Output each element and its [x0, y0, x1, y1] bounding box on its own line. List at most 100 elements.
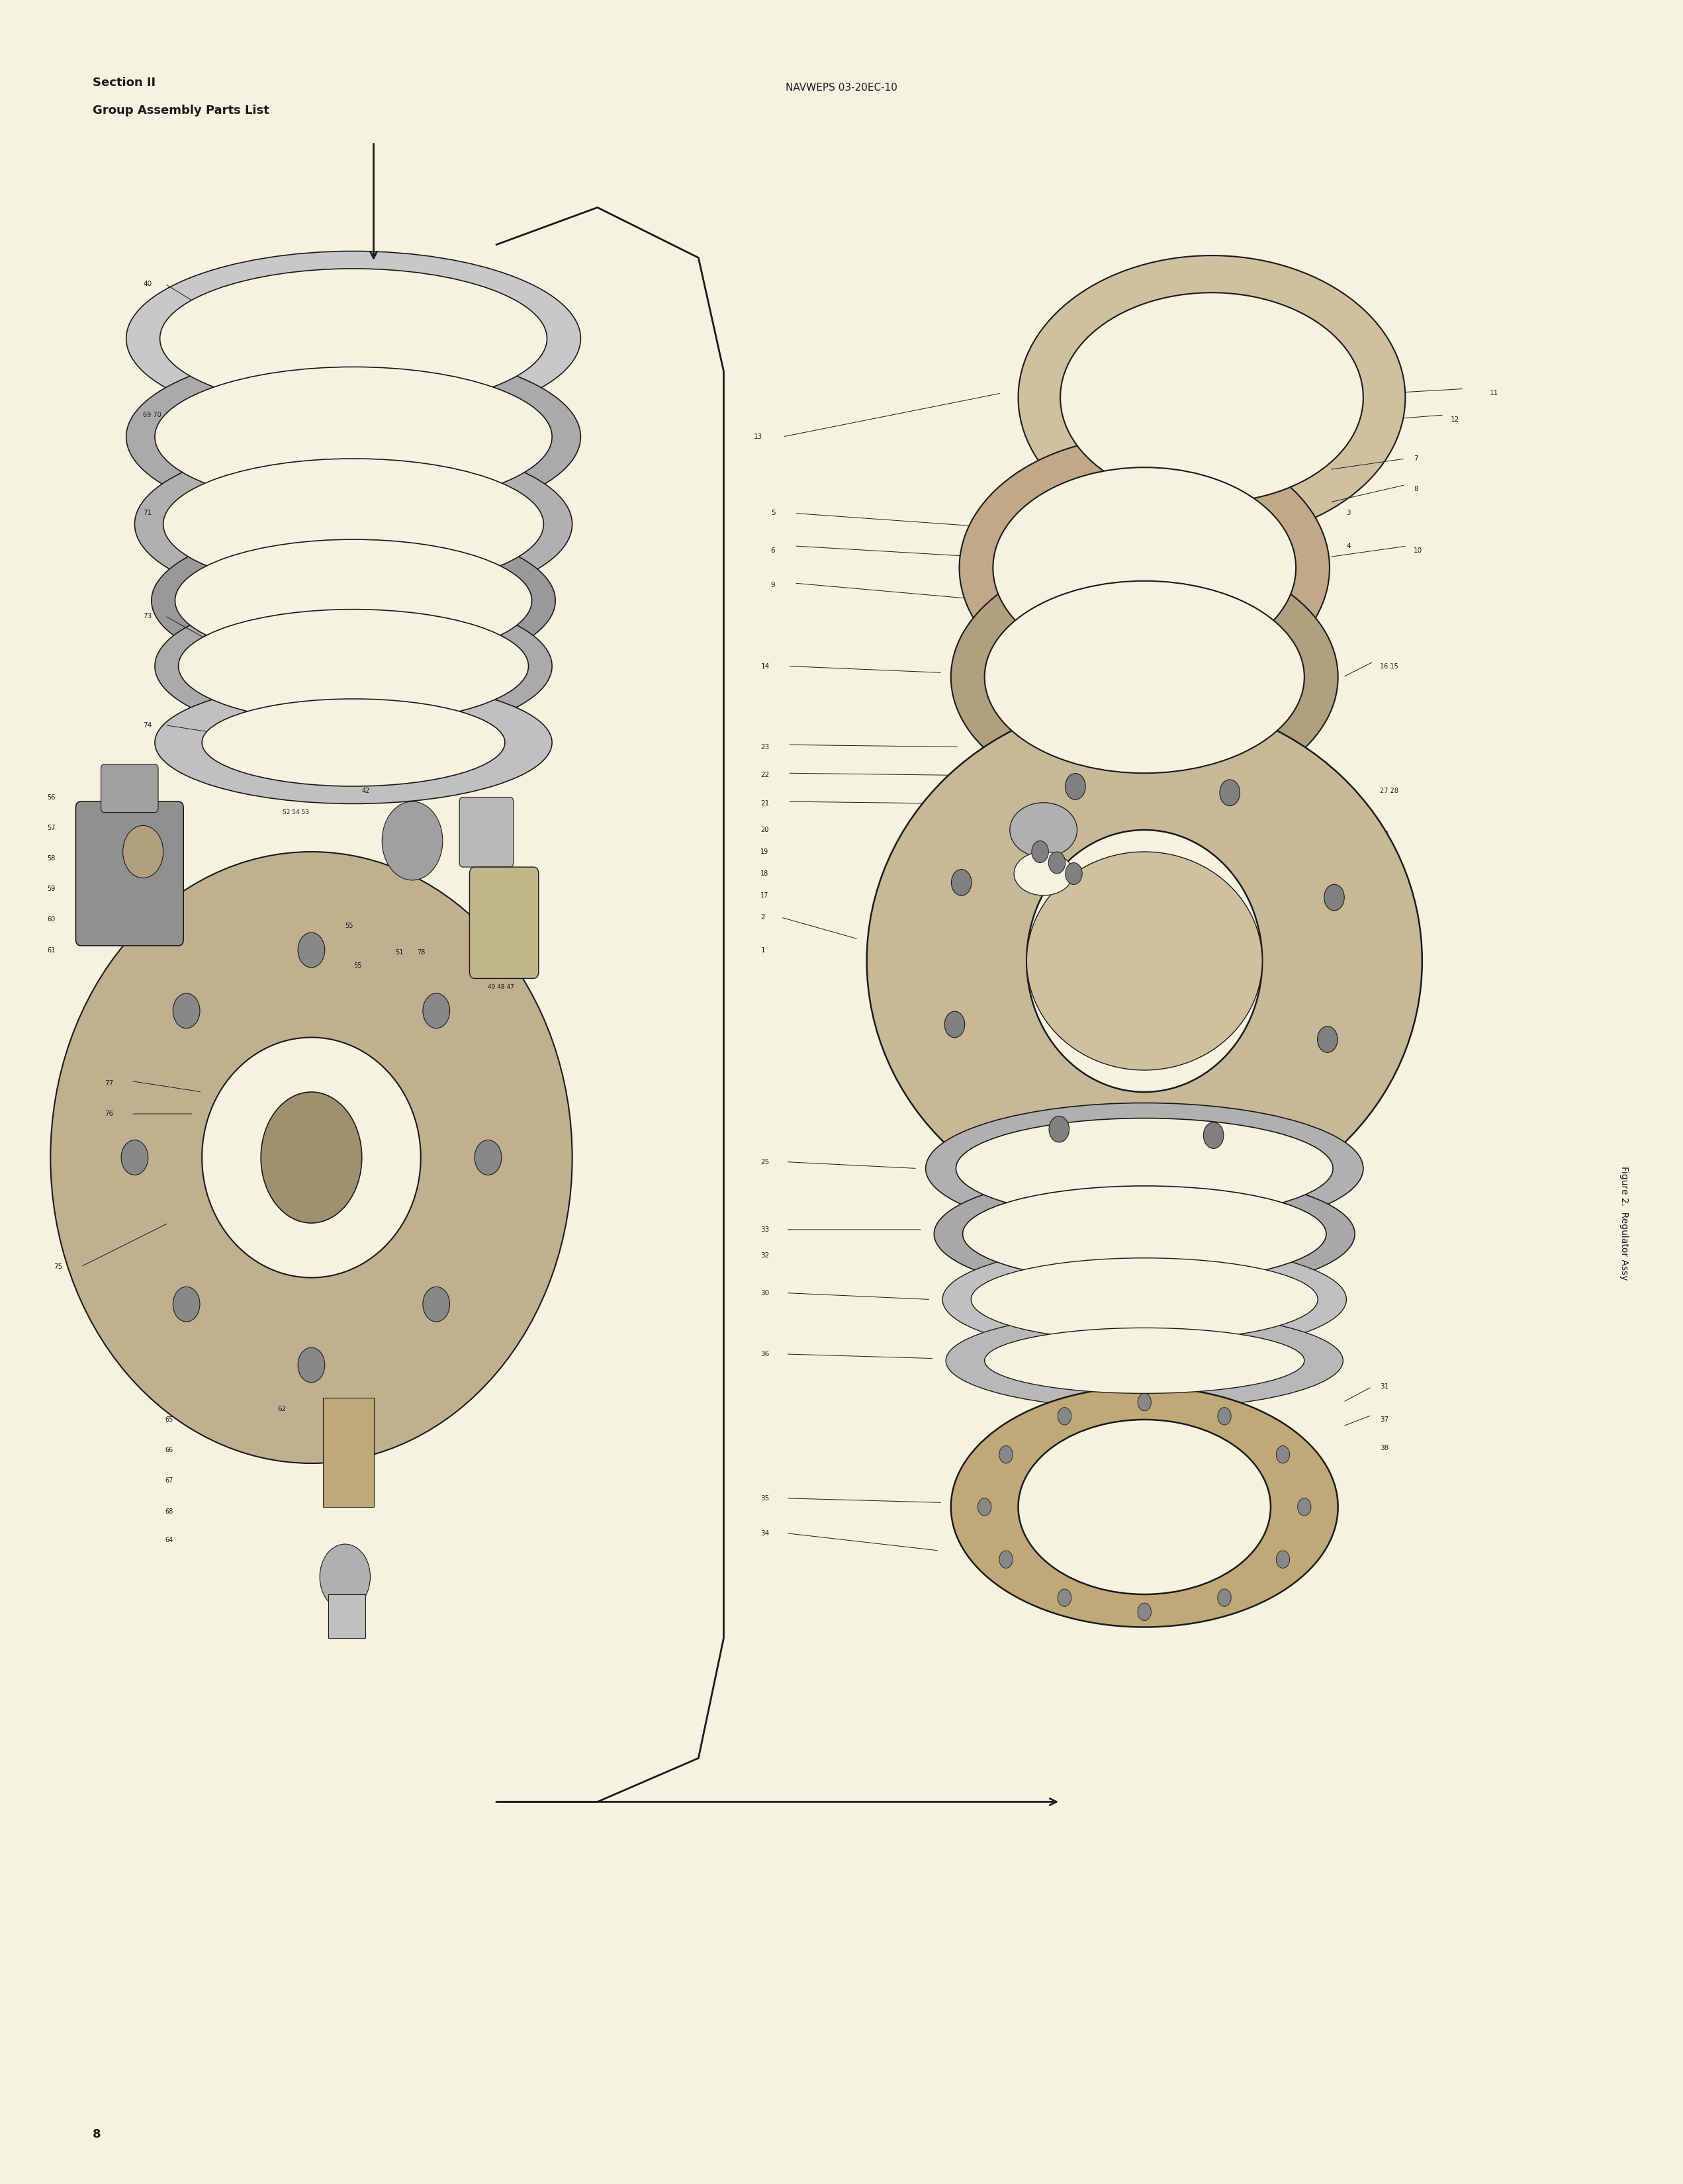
Text: 22: 22 — [761, 771, 769, 780]
Ellipse shape — [867, 699, 1422, 1223]
Ellipse shape — [155, 681, 552, 804]
Ellipse shape — [971, 1258, 1318, 1341]
Ellipse shape — [946, 1313, 1343, 1409]
Text: 19: 19 — [761, 847, 769, 856]
Ellipse shape — [942, 1245, 1346, 1354]
Text: 42: 42 — [362, 786, 370, 795]
Text: 49 48 47: 49 48 47 — [488, 985, 515, 989]
Text: 29: 29 — [513, 363, 522, 371]
Circle shape — [1049, 852, 1065, 874]
Text: 31: 31 — [1380, 1382, 1388, 1391]
Circle shape — [298, 933, 325, 968]
Ellipse shape — [985, 1328, 1304, 1393]
Circle shape — [1059, 1406, 1072, 1424]
Text: 39: 39 — [513, 459, 522, 467]
Text: 68: 68 — [165, 1507, 173, 1516]
Circle shape — [951, 869, 971, 895]
Text: 20: 20 — [761, 826, 769, 834]
Circle shape — [173, 994, 200, 1029]
Text: 61: 61 — [47, 946, 56, 954]
Circle shape — [1318, 1026, 1338, 1053]
Ellipse shape — [163, 459, 544, 590]
FancyBboxPatch shape — [76, 802, 183, 946]
Text: 57: 57 — [47, 823, 56, 832]
Circle shape — [978, 1498, 991, 1516]
FancyBboxPatch shape — [470, 867, 539, 978]
Text: 33: 33 — [761, 1225, 769, 1234]
Circle shape — [1065, 863, 1082, 885]
Circle shape — [1220, 780, 1240, 806]
Ellipse shape — [951, 550, 1338, 804]
Text: Section II: Section II — [93, 76, 155, 87]
Text: 40: 40 — [143, 280, 151, 288]
Ellipse shape — [50, 852, 572, 1463]
Text: 26 27: 26 27 — [429, 1002, 446, 1007]
Circle shape — [422, 1286, 449, 1321]
Text: 55: 55 — [353, 961, 362, 970]
Ellipse shape — [1060, 293, 1363, 502]
Text: 50: 50 — [530, 917, 539, 926]
Circle shape — [422, 994, 449, 1029]
Circle shape — [1049, 1116, 1069, 1142]
Bar — [1372, 382, 1385, 437]
Ellipse shape — [151, 524, 555, 677]
Circle shape — [173, 1286, 200, 1321]
Text: 21: 21 — [761, 799, 769, 808]
Ellipse shape — [926, 1103, 1363, 1234]
Text: 1: 1 — [761, 946, 766, 954]
Circle shape — [944, 1011, 964, 1037]
Text: 64: 64 — [165, 1535, 173, 1544]
Circle shape — [1000, 1446, 1013, 1463]
Circle shape — [298, 1348, 325, 1382]
Text: 60: 60 — [47, 915, 56, 924]
Ellipse shape — [135, 441, 572, 607]
Text: 34: 34 — [761, 1529, 769, 1538]
Circle shape — [320, 1544, 370, 1610]
Circle shape — [1138, 1603, 1151, 1621]
Text: 17: 17 — [761, 891, 769, 900]
Text: 72: 72 — [513, 515, 522, 524]
Ellipse shape — [178, 609, 528, 723]
Circle shape — [1276, 1551, 1289, 1568]
Text: 16 15: 16 15 — [1380, 662, 1399, 670]
Text: Figure 2.  Regulator Assy: Figure 2. Regulator Assy — [1619, 1166, 1629, 1280]
Circle shape — [1138, 1393, 1151, 1411]
Text: 44 43: 44 43 — [404, 812, 421, 817]
Ellipse shape — [202, 1037, 421, 1278]
Circle shape — [121, 1140, 148, 1175]
Ellipse shape — [956, 1118, 1333, 1219]
Text: 30: 30 — [761, 1289, 769, 1297]
Text: 37: 37 — [1380, 1415, 1388, 1424]
Ellipse shape — [1027, 852, 1262, 1070]
Circle shape — [261, 1092, 362, 1223]
Text: 71: 71 — [143, 509, 151, 518]
Text: Group Assembly Parts List: Group Assembly Parts List — [93, 105, 269, 116]
Text: 75: 75 — [54, 1262, 62, 1271]
Ellipse shape — [202, 699, 505, 786]
Ellipse shape — [1018, 1420, 1271, 1594]
Text: 11: 11 — [1489, 389, 1498, 397]
Ellipse shape — [126, 251, 581, 426]
Text: 59: 59 — [47, 885, 56, 893]
Text: 24: 24 — [1380, 830, 1388, 839]
FancyBboxPatch shape — [101, 764, 158, 812]
Text: 78: 78 — [417, 948, 426, 957]
Ellipse shape — [934, 1173, 1355, 1295]
Text: 5: 5 — [771, 509, 776, 518]
Text: 12: 12 — [1451, 415, 1459, 424]
Ellipse shape — [985, 581, 1304, 773]
Ellipse shape — [1018, 256, 1405, 539]
Circle shape — [1065, 773, 1086, 799]
Text: 18: 18 — [761, 869, 769, 878]
Circle shape — [1000, 1551, 1013, 1568]
Text: 38: 38 — [1380, 1444, 1388, 1452]
Text: 73: 73 — [143, 612, 151, 620]
Ellipse shape — [160, 269, 547, 408]
Text: 45: 45 — [505, 810, 513, 819]
Text: 8: 8 — [93, 2129, 101, 2140]
Ellipse shape — [155, 594, 552, 738]
Text: 76: 76 — [104, 1109, 113, 1118]
Circle shape — [1217, 1590, 1232, 1607]
Text: 27 28: 27 28 — [1380, 786, 1399, 795]
Text: 32: 32 — [761, 1251, 769, 1260]
